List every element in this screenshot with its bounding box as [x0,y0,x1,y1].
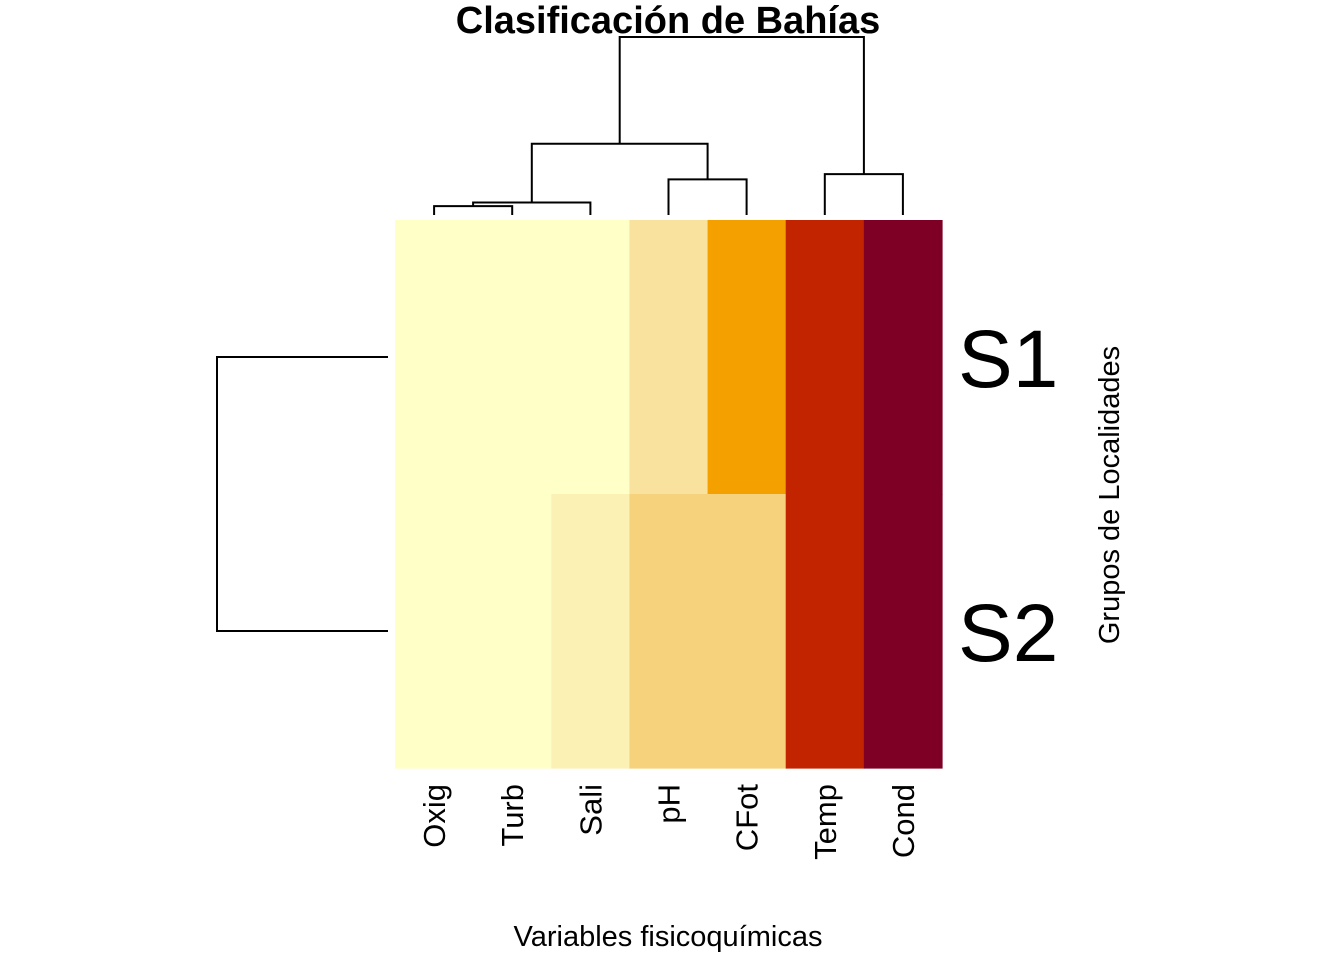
row-label-s2: S2 [958,588,1058,679]
column-label-ph: pH [652,784,687,824]
column-dendrogram-branch-4 [823,173,904,215]
column-label-sali: Sali [573,784,608,836]
column-label-cfot: CFot [730,784,765,852]
column-dendrogram-branch-5 [530,142,709,203]
heatmap-cell-s1-sali [551,220,631,495]
heatmap-cell-s2-cfot [707,494,787,769]
column-dendrogram-branch-2 [472,201,592,215]
column-dendrogram-branch-1 [433,205,514,215]
x-axis-label: Variables fisicoquímicas [514,921,823,953]
heatmap-cell-s1-ph [629,220,709,495]
y-axis-label: Grupos de Localidades [1094,346,1126,644]
row-label-s1: S1 [958,314,1058,405]
heatmap-cell-s1-temp [785,220,865,495]
row-dendrogram [216,356,388,632]
heatmap-cell-s2-oxig [395,494,474,769]
heatmap-cell-s2-sali [551,494,631,769]
chart-title: Clasificación de Bahías [456,0,881,42]
heatmap-cells [395,220,943,769]
column-label-oxig: Oxig [417,784,452,848]
heatmap-cell-s2-cond [863,494,943,769]
heatmap-cell-s1-cfot [707,220,787,495]
heatmap-cell-s2-ph [629,494,709,769]
column-label-turb: Turb [495,784,530,847]
heatmap-cell-s2-turb [473,494,552,769]
heatmap-cell-s1-oxig [395,220,474,495]
column-dendrogram-branch-3 [667,178,748,215]
heatmap-cell-s1-cond [863,220,943,495]
heatmap-cell-s2-temp [785,494,865,769]
row-dendrogram-branch-1 [216,356,388,632]
heatmap-cell-s1-turb [473,220,552,495]
column-dendrogram [433,36,904,215]
column-label-temp: Temp [808,784,843,860]
column-labels: Oxig Turb Sali pH CFot Temp Cond [417,784,921,860]
column-label-cond: Cond [886,784,921,858]
column-dendrogram-branch-6 [618,36,865,175]
row-labels: S1 S2 [958,314,1058,679]
